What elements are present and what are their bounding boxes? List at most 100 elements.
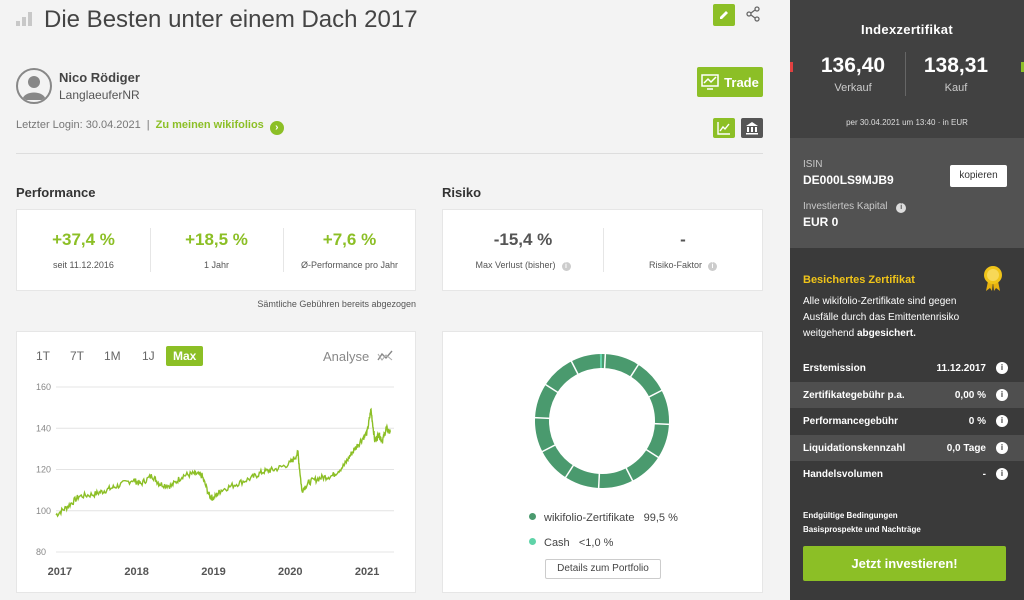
sidebar-links: Endgültige Bedingungen Basisprospekte un…	[803, 509, 921, 537]
my-wikifolios-link[interactable]: Zu meinen wikifolios ›	[156, 119, 284, 135]
info-icon[interactable]: i	[996, 362, 1008, 374]
x-tick-label: 2017	[48, 566, 72, 578]
portfolio-card	[442, 331, 763, 593]
chart-card	[16, 331, 416, 593]
donut-separator	[534, 416, 551, 420]
user-name[interactable]: Nico Rödiger	[59, 70, 140, 85]
legend-item-cash: Cash <1,0 %	[529, 537, 613, 549]
performance-avg: +7,6 % Ø-Performance pro Jahr	[300, 230, 399, 270]
award-badge-icon	[984, 266, 1002, 291]
login-info: Letzter Login: 30.04.2021 | Zu meinen wiki…	[16, 119, 284, 135]
bank-button[interactable]	[741, 118, 763, 138]
row-first-issue: Erstemission 11.12.2017 i	[790, 355, 1024, 381]
trade-button[interactable]: Trade	[697, 67, 763, 97]
tab-max[interactable]: Max	[166, 346, 204, 366]
copy-isin-button[interactable]: kopieren	[950, 165, 1007, 187]
chart-screen-icon	[701, 74, 719, 90]
info-icon[interactable]: i	[896, 203, 907, 213]
performance-total: +37,4 % seit 11.12.2016	[52, 230, 115, 270]
secured-text: Alle wikifolio-Zertifikate sind gegen Au…	[803, 296, 960, 339]
isin-value: DE000LS9MJB9	[803, 173, 894, 187]
user-handle: LanglaeuferNR	[59, 88, 140, 102]
info-icon[interactable]: i	[561, 262, 571, 271]
certificate-sidebar: Indexzertifikat 136,40 Verkauf 138,31 Ka…	[790, 0, 1024, 600]
x-tick-label: 2021	[355, 566, 379, 578]
isin-label: ISIN	[803, 159, 823, 170]
y-tick-label: 120	[36, 465, 51, 475]
donut-separator	[597, 472, 601, 489]
analyse-icon	[377, 350, 393, 361]
share-button[interactable]	[744, 5, 762, 23]
trend-chart-icon	[717, 122, 730, 135]
risk-heading: Risiko	[442, 185, 482, 200]
avatar[interactable]	[16, 68, 52, 104]
price-timestamp: per 30.04.2021 um 13:40 · in EUR	[846, 118, 968, 127]
sell-marker	[790, 62, 793, 72]
donut-separator	[541, 444, 557, 453]
analyse-button[interactable]: Analyse	[323, 349, 393, 364]
donut-separator	[564, 464, 575, 479]
info-icon[interactable]: i	[996, 442, 1008, 454]
prospectus-link[interactable]: Basisprospekte und Nachträge	[803, 525, 921, 534]
performance-1y: +18,5 % 1 Jahr	[185, 230, 248, 270]
last-login: Letzter Login: 30.04.2021	[16, 119, 141, 131]
buy-label: Kauf	[944, 82, 968, 94]
donut-separator	[645, 448, 660, 459]
info-icon[interactable]: i	[996, 415, 1008, 427]
portfolio-details-button[interactable]: Details zum Portfolio	[545, 559, 661, 579]
donut-separator	[629, 363, 640, 378]
x-tick-label: 2019	[201, 566, 225, 578]
row-liquidation: Liquidationskennzahl 0,0 Tage i	[790, 435, 1024, 461]
donut-separator	[625, 466, 634, 482]
sell-label: Verkauf	[834, 82, 872, 94]
info-icon[interactable]: i	[708, 262, 717, 271]
edit-button[interactable]	[713, 4, 735, 26]
final-terms-link[interactable]: Endgültige Bedingungen	[803, 511, 898, 520]
divider	[16, 153, 763, 154]
capital-value: EUR 0	[803, 215, 839, 229]
donut-slice	[535, 354, 669, 488]
performance-heading: Performance	[16, 185, 96, 200]
share-icon	[746, 6, 760, 22]
donut-separator	[647, 389, 663, 398]
secured-title: Besichertes Zertifikat	[803, 274, 915, 286]
arrow-right-icon: ›	[269, 121, 284, 135]
max-loss: -15,4 % Max Verlust (bisher) i	[443, 210, 603, 290]
trade-label: Trade	[724, 74, 759, 90]
fees-note: Sämtliche Gebühren bereits abgezogen	[257, 299, 416, 309]
page-title: Die Besten unter einem Dach 2017	[44, 6, 418, 33]
tab-1m[interactable]: 1M	[104, 349, 121, 363]
chart-view-button[interactable]	[713, 118, 735, 138]
y-tick-label: 140	[36, 423, 51, 433]
legend-item-certificates: wikifolio-Zertifikate 99,5 %	[529, 512, 678, 524]
sell-price: 136,40	[820, 54, 886, 77]
tab-1j[interactable]: 1J	[142, 349, 155, 363]
tab-1t[interactable]: 1T	[36, 349, 51, 363]
buy-price: 138,31	[923, 54, 989, 77]
risk-card: -15,4 % Max Verlust (bisher) i - Risiko-F…	[442, 209, 763, 291]
row-performance-fee: Performancegebühr 0 % i	[790, 408, 1024, 434]
buy-marker	[1021, 62, 1024, 72]
risk-factor: - Risiko-Faktor i	[603, 210, 763, 290]
invest-button[interactable]: Jetzt investieren!	[803, 546, 1006, 581]
bank-icon	[746, 122, 758, 135]
donut-separator	[544, 383, 559, 394]
tab-7t[interactable]: 7T	[70, 349, 85, 363]
donut-separator	[603, 353, 607, 370]
bar-chart-icon	[16, 12, 36, 26]
row-volume: Handelsvolumen - i	[790, 461, 1024, 487]
sidebar-title: Indexzertifikat	[861, 22, 953, 37]
info-icon[interactable]: i	[996, 468, 1008, 480]
performance-card: +37,4 % seit 11.12.2016 +18,5 % 1 Jahr +…	[16, 209, 416, 291]
pencil-icon	[720, 11, 728, 19]
donut-separator	[653, 422, 670, 426]
user-icon	[22, 76, 46, 100]
portfolio-donut-chart	[534, 353, 670, 489]
row-fee: Zertifikategebühr p.a. 0,00 % i	[790, 382, 1024, 408]
info-icon[interactable]: i	[996, 389, 1008, 401]
capital-label: Investiertes Kapital i	[803, 201, 907, 213]
legend-dot	[529, 538, 536, 545]
y-tick-label: 100	[36, 506, 51, 516]
legend-dot	[529, 513, 536, 520]
